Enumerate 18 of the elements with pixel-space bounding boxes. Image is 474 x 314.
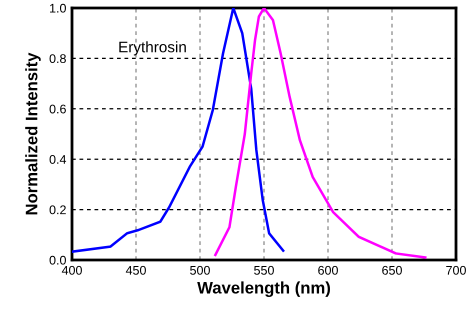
x-tick-label: 450	[126, 266, 146, 275]
y-tick-label: 0.8	[50, 54, 66, 64]
line-series	[72, 8, 284, 253]
x-tick-label: 500	[190, 266, 210, 275]
x-tick-label: 700	[446, 266, 466, 275]
x-tick-label: 550	[254, 266, 274, 275]
x-tick-label: 600	[318, 266, 338, 275]
annotation: Erythrosin	[119, 41, 186, 56]
y-tick-label: 0.2	[50, 205, 66, 214]
x-axis-title: Wavelength (nm)	[197, 281, 330, 297]
y-tick-label: 0.4	[50, 155, 66, 164]
line-series	[214, 8, 427, 259]
y-axis-title: Normalized Intensity	[25, 52, 41, 214]
x-tick-label: 400	[62, 266, 82, 275]
y-tick-label: 0.6	[50, 104, 66, 114]
y-tick-label: 1.0	[50, 4, 66, 13]
y-tick-label: 0.0	[50, 256, 66, 265]
x-tick-label: 650	[382, 266, 402, 275]
